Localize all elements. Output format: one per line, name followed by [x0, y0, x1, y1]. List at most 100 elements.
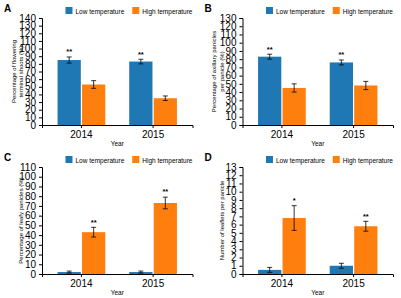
x-tick: 2014	[271, 274, 294, 289]
y-tick-mark	[240, 167, 243, 168]
x-tick-label: 2014	[70, 278, 93, 289]
y-tick-label: 90	[25, 181, 37, 192]
legend-swatch	[266, 156, 273, 163]
y-tick: 50	[25, 220, 42, 231]
y-axis-title: Percentage of leafy panicles (%)	[18, 177, 24, 263]
error-bar-stem	[269, 54, 270, 59]
y-tick-label: 30	[25, 240, 37, 251]
error-bar-stem	[341, 263, 342, 268]
error-bar-stem	[294, 84, 295, 92]
legend-label: High temperature	[343, 8, 394, 16]
y-axis-title: Percentage of floweringterminal shoots (…	[11, 40, 25, 103]
y-tick-mark	[240, 175, 243, 176]
legend: Low temperature High temperature	[266, 156, 393, 165]
y-tick-mark	[39, 87, 42, 88]
y-tick-mark	[240, 76, 243, 77]
x-tick: 2014	[70, 125, 93, 140]
y-tick-mark	[240, 125, 243, 126]
bar	[82, 232, 105, 274]
legend: Low temperatureHigh temperature	[65, 156, 192, 165]
legend-swatch	[333, 7, 340, 14]
y-tick-label: 20	[25, 249, 37, 260]
x-tick-label: 2015	[342, 129, 365, 140]
legend-item: High temperature	[333, 156, 394, 165]
y-tick-label: 60	[25, 210, 37, 221]
significance-label: **	[338, 50, 344, 59]
bar-series	[82, 81, 177, 125]
legend-swatch	[65, 156, 72, 163]
error-bar-stem	[69, 57, 70, 63]
y-tick-mark	[39, 177, 42, 178]
bar	[58, 60, 81, 125]
chart-root: 0102030405060708090100110120130140201420…	[0, 0, 401, 298]
error-bar	[138, 271, 143, 273]
y-tick-mark	[240, 266, 243, 267]
y-tick-mark	[240, 274, 243, 275]
x-axis-title: Year	[311, 289, 325, 296]
error-bar	[67, 57, 72, 63]
y-tick-mark	[39, 49, 42, 50]
y-tick-mark	[39, 196, 42, 197]
y-tick-mark	[240, 43, 243, 44]
y-tick-label: 70	[25, 201, 37, 212]
y-tick-mark	[39, 186, 42, 187]
panel: 0102030405060708090100110120130140201420…	[4, 3, 193, 147]
y-tick-mark	[240, 216, 243, 217]
panel: 01234567891011121320142015***YearNumber …	[205, 152, 394, 296]
error-bar-cap	[138, 59, 143, 60]
x-axis-title: Year	[111, 140, 125, 147]
y-tick-mark	[39, 264, 42, 265]
error-bar	[292, 206, 297, 231]
y-tick-label: 0	[30, 269, 36, 280]
x-tick: 2015	[142, 274, 165, 289]
error-bar-cap	[339, 64, 344, 65]
y-tick: 130	[220, 13, 243, 24]
bar	[154, 98, 177, 125]
y-tick-mark	[39, 225, 42, 226]
y-tick-mark	[39, 33, 42, 34]
error-bar-cap	[67, 271, 72, 272]
legend-swatch	[333, 156, 340, 163]
error-bar-stem	[165, 197, 166, 209]
x-tick: 2015	[342, 274, 365, 289]
error-bar	[267, 267, 272, 272]
error-bar	[267, 54, 272, 59]
x-axis: 2014 2015	[243, 125, 394, 140]
bar	[354, 85, 377, 125]
bar	[82, 84, 105, 125]
y-axis-line	[39, 168, 43, 275]
x-axis: 2014 2015	[243, 274, 394, 289]
x-tick-mark	[153, 125, 154, 128]
error-bar-stem	[341, 60, 342, 65]
y-tick-mark	[240, 67, 243, 68]
x-tick-mark	[153, 274, 154, 277]
y-tick: 70	[25, 201, 42, 212]
y-tick-mark	[39, 41, 42, 42]
x-axis: 2014 2015	[43, 125, 194, 140]
error-bar	[67, 271, 72, 273]
bar-series	[283, 206, 378, 274]
y-tick-mark	[240, 84, 243, 85]
y-tick: 13	[225, 162, 242, 173]
y-tick-label: 140	[19, 13, 36, 24]
y-tick-label: 50	[25, 220, 37, 231]
legend-label: Low temperature	[276, 157, 325, 165]
y-axis-title-line: Percentage of flowering	[11, 40, 17, 103]
x-tick-label: 2015	[142, 129, 165, 140]
y-axis-title-line: Percentage of axillary panicles	[211, 31, 217, 112]
error-bar-stem	[365, 221, 366, 231]
error-bar-cap	[67, 63, 72, 64]
panel: 010203040506070809010011020142015****Yea…	[4, 152, 193, 296]
x-tick-label: 2014	[70, 129, 93, 140]
error-bar-cap	[163, 100, 168, 101]
panel-title: A	[4, 3, 11, 14]
x-tick: 2014	[271, 125, 294, 140]
error-bar-cap	[67, 56, 72, 57]
y-tick-mark	[240, 59, 243, 60]
error-bar	[339, 263, 344, 268]
error-bar-cap	[267, 59, 272, 60]
plot-area	[58, 197, 177, 274]
error-bar	[91, 227, 96, 237]
y-tick: 60	[25, 210, 42, 221]
significance-label: **	[162, 187, 168, 196]
